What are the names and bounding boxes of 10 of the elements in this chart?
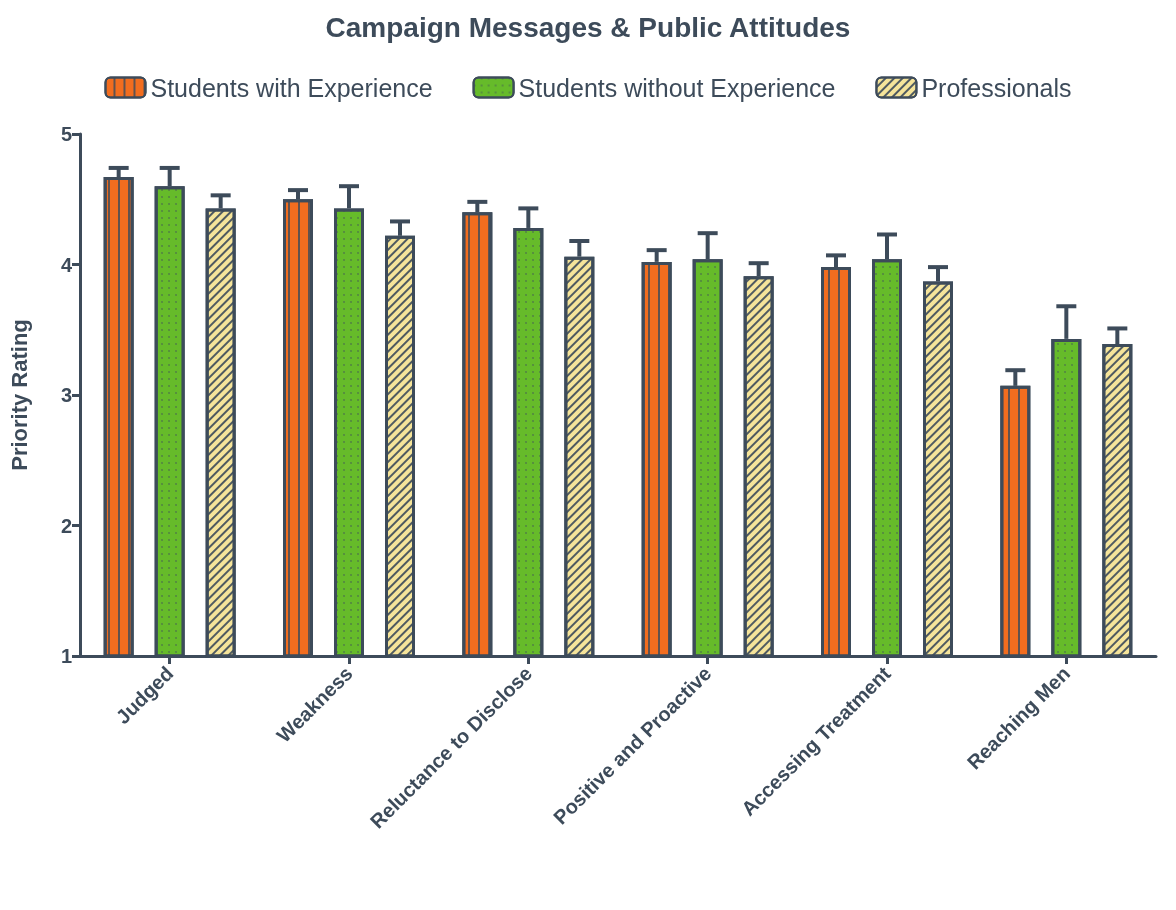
y-tick-label: 1: [60, 645, 72, 667]
y-axis-title: Priority Rating: [6, 319, 32, 471]
y-tick-label: 4: [60, 253, 73, 276]
y-tick-label: 5: [60, 123, 72, 145]
legend-label: Students with Experience: [150, 73, 433, 102]
y-tick-label: 2: [60, 514, 72, 537]
y-tick-label: 3: [60, 384, 72, 406]
chart-title: Campaign Messages & Public Attitudes: [325, 11, 851, 43]
legend-label: Students without Experience: [518, 73, 836, 102]
legend-label: Professionals: [921, 73, 1072, 102]
